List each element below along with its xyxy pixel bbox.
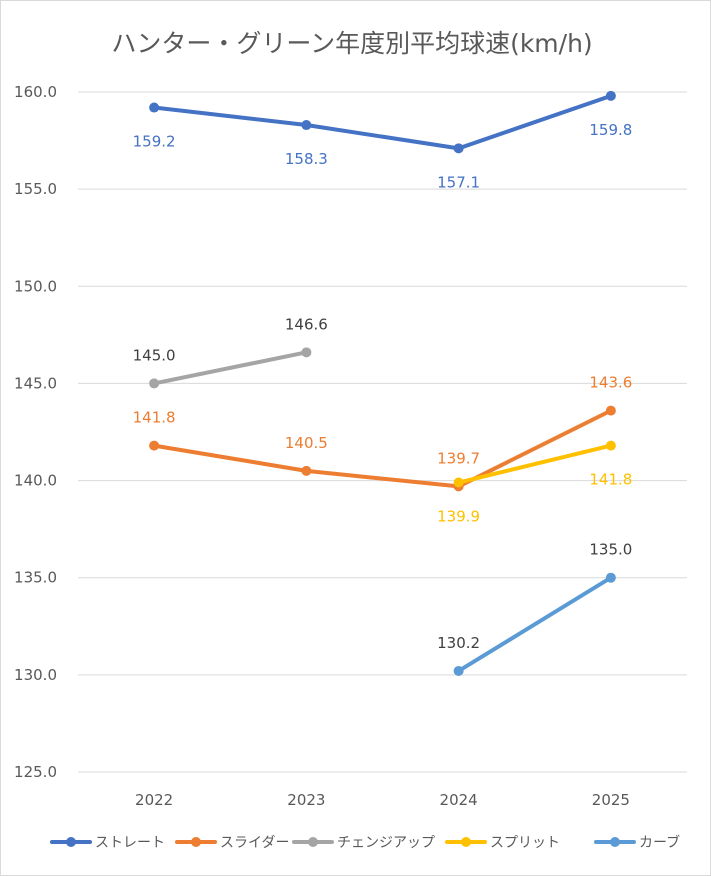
data-point	[605, 90, 616, 101]
y-axis-ticks: 125.0 130.0 135.0 140.0 145.0 150.0 155.0 160.0	[14, 83, 57, 781]
data-point	[453, 665, 464, 676]
data-point	[301, 120, 312, 131]
y-tick-label: 135.0	[14, 569, 57, 587]
y-tick-label: 140.0	[14, 472, 57, 490]
series-line	[152, 350, 309, 386]
data-label: 141.8	[589, 471, 632, 489]
data-label: 139.9	[437, 508, 480, 526]
x-axis-ticks: 2022 2023 2024 2025	[135, 791, 630, 809]
legend-marker	[66, 837, 76, 847]
legend-label: チェンジアップ	[337, 835, 435, 851]
x-tick-label: 2024	[440, 791, 478, 809]
data-point	[149, 102, 160, 113]
legend-label: スプリット	[490, 835, 560, 851]
data-point	[301, 465, 312, 476]
y-tick-label: 150.0	[14, 277, 57, 295]
legend: ストレート スライダー チェンジアップ スプリット カーブ	[50, 834, 680, 851]
data-point	[453, 143, 464, 154]
y-tick-label: 160.0	[14, 83, 57, 101]
legend-marker	[308, 837, 318, 847]
legend-label: カーブ	[639, 834, 680, 851]
data-label: 158.3	[285, 150, 328, 168]
data-point	[149, 378, 160, 389]
series-line	[152, 93, 613, 151]
legend-marker	[191, 837, 201, 847]
legend-marker	[461, 837, 471, 847]
x-tick-label: 2023	[287, 791, 325, 809]
data-point	[605, 572, 616, 583]
y-tick-label: 155.0	[14, 180, 57, 198]
series-line	[456, 575, 613, 673]
x-tick-label: 2022	[135, 791, 173, 809]
series-lines	[149, 90, 616, 676]
data-label: 159.2	[133, 133, 176, 151]
data-point	[149, 440, 160, 451]
series-line	[152, 408, 613, 489]
y-tick-label: 130.0	[14, 666, 57, 684]
data-point	[605, 405, 616, 416]
data-label: 130.2	[437, 634, 480, 652]
legend-label: スライダー	[220, 835, 289, 851]
data-label: 140.5	[285, 434, 328, 452]
data-point	[301, 347, 312, 358]
chart-title: ハンター・グリーン年度別平均球速(km/h)	[111, 29, 592, 58]
legend-marker	[610, 837, 620, 847]
data-label: 141.8	[133, 409, 176, 427]
data-label: 157.1	[437, 173, 480, 191]
data-label: 135.0	[589, 541, 632, 559]
data-label: 159.8	[589, 121, 632, 139]
gridlines	[78, 91, 687, 773]
data-label: 145.0	[133, 346, 176, 364]
y-tick-label: 145.0	[14, 374, 57, 392]
data-label: 143.6	[589, 374, 632, 392]
data-point	[605, 440, 616, 451]
data-label: 139.7	[437, 449, 480, 467]
data-point	[453, 477, 464, 488]
series-line	[456, 443, 613, 485]
legend-label: ストレート	[95, 835, 165, 851]
y-tick-label: 125.0	[14, 763, 57, 781]
x-tick-label: 2025	[592, 791, 630, 809]
data-labels: 159.2 158.3 157.1 159.8 141.8 140.5 139.7 143.6…	[133, 121, 633, 652]
data-label: 146.6	[285, 315, 328, 333]
